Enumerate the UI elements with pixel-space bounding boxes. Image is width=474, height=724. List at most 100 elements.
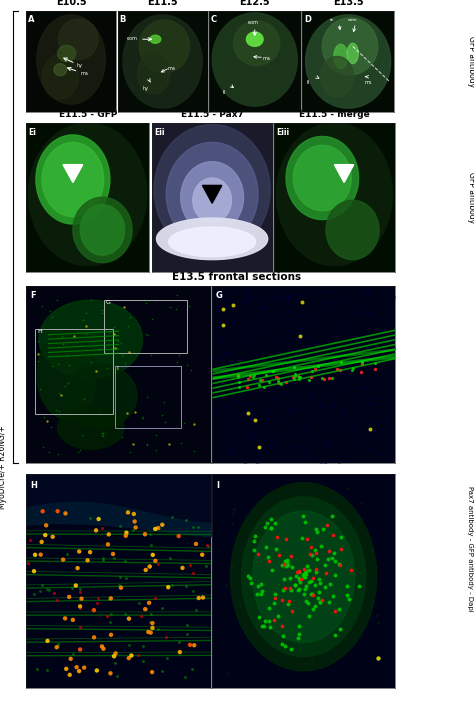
Point [319, 401, 327, 413]
Point [273, 610, 281, 622]
Point [243, 287, 250, 298]
Point [286, 572, 294, 584]
Point [286, 446, 294, 458]
Point [305, 407, 313, 418]
Point [145, 626, 152, 638]
Point [163, 652, 171, 664]
Text: eom: eom [247, 20, 258, 25]
Point [380, 406, 387, 418]
Point [372, 397, 379, 409]
Point [278, 559, 285, 571]
Point [288, 313, 296, 325]
Polygon shape [293, 146, 351, 211]
Point [316, 285, 324, 296]
Point [259, 620, 266, 631]
Text: Pax7 ISH
GFP antibody: Pax7 ISH GFP antibody [467, 172, 474, 223]
Point [216, 352, 224, 363]
Point [87, 356, 95, 368]
Point [241, 374, 248, 385]
Point [350, 425, 358, 437]
Point [175, 349, 183, 361]
Point [54, 638, 62, 649]
Text: eom: eom [127, 35, 137, 41]
Point [82, 320, 90, 332]
Point [301, 421, 309, 433]
Point [76, 621, 84, 633]
Point [149, 622, 156, 634]
Point [251, 450, 258, 461]
Point [238, 384, 246, 395]
Point [263, 428, 270, 439]
Point [291, 361, 298, 373]
Point [229, 299, 237, 311]
Point [107, 593, 115, 605]
Point [74, 446, 82, 458]
Point [262, 369, 270, 381]
Point [42, 520, 50, 531]
Polygon shape [166, 143, 258, 246]
Point [317, 596, 324, 607]
Point [158, 519, 166, 531]
Point [124, 320, 131, 332]
Point [98, 641, 106, 652]
Point [69, 583, 76, 594]
Point [347, 376, 355, 387]
Point [283, 556, 291, 568]
Point [79, 314, 86, 326]
Point [158, 409, 166, 421]
Point [36, 384, 44, 395]
Point [315, 586, 323, 598]
Point [92, 525, 100, 536]
Point [365, 288, 372, 300]
Bar [115, 366, 182, 428]
Point [263, 413, 271, 424]
Point [191, 445, 198, 457]
Point [139, 655, 147, 667]
Point [90, 631, 98, 643]
Point [349, 363, 356, 374]
Point [252, 414, 259, 426]
Point [255, 548, 262, 560]
Point [265, 615, 273, 627]
Point [271, 437, 279, 448]
Text: fl: fl [307, 80, 310, 85]
Polygon shape [58, 46, 76, 62]
Point [245, 291, 252, 303]
Point [270, 365, 277, 376]
Bar [35, 329, 113, 413]
Point [110, 650, 118, 662]
Point [288, 561, 296, 573]
Polygon shape [150, 35, 161, 43]
Polygon shape [193, 178, 231, 222]
Point [331, 569, 339, 581]
Point [331, 555, 339, 567]
Text: E11.5 - Pax7: E11.5 - Pax7 [181, 111, 244, 119]
Point [217, 430, 224, 442]
Point [182, 514, 189, 526]
Point [115, 579, 122, 591]
Point [82, 307, 90, 319]
Point [105, 529, 112, 540]
Point [301, 332, 308, 344]
Point [228, 446, 236, 458]
Point [368, 377, 376, 389]
Point [222, 294, 229, 306]
Point [327, 578, 334, 590]
Point [291, 356, 298, 368]
Polygon shape [334, 164, 354, 182]
Point [204, 540, 211, 552]
Point [260, 327, 268, 338]
Polygon shape [326, 201, 379, 260]
Point [308, 365, 316, 376]
Text: ms: ms [365, 80, 372, 85]
Point [307, 371, 314, 382]
Point [271, 518, 278, 529]
Point [192, 538, 200, 550]
Polygon shape [80, 205, 125, 255]
Point [312, 547, 319, 559]
Point [386, 434, 393, 445]
Point [282, 555, 289, 567]
Point [217, 342, 224, 354]
Point [301, 354, 309, 366]
Point [301, 571, 308, 583]
